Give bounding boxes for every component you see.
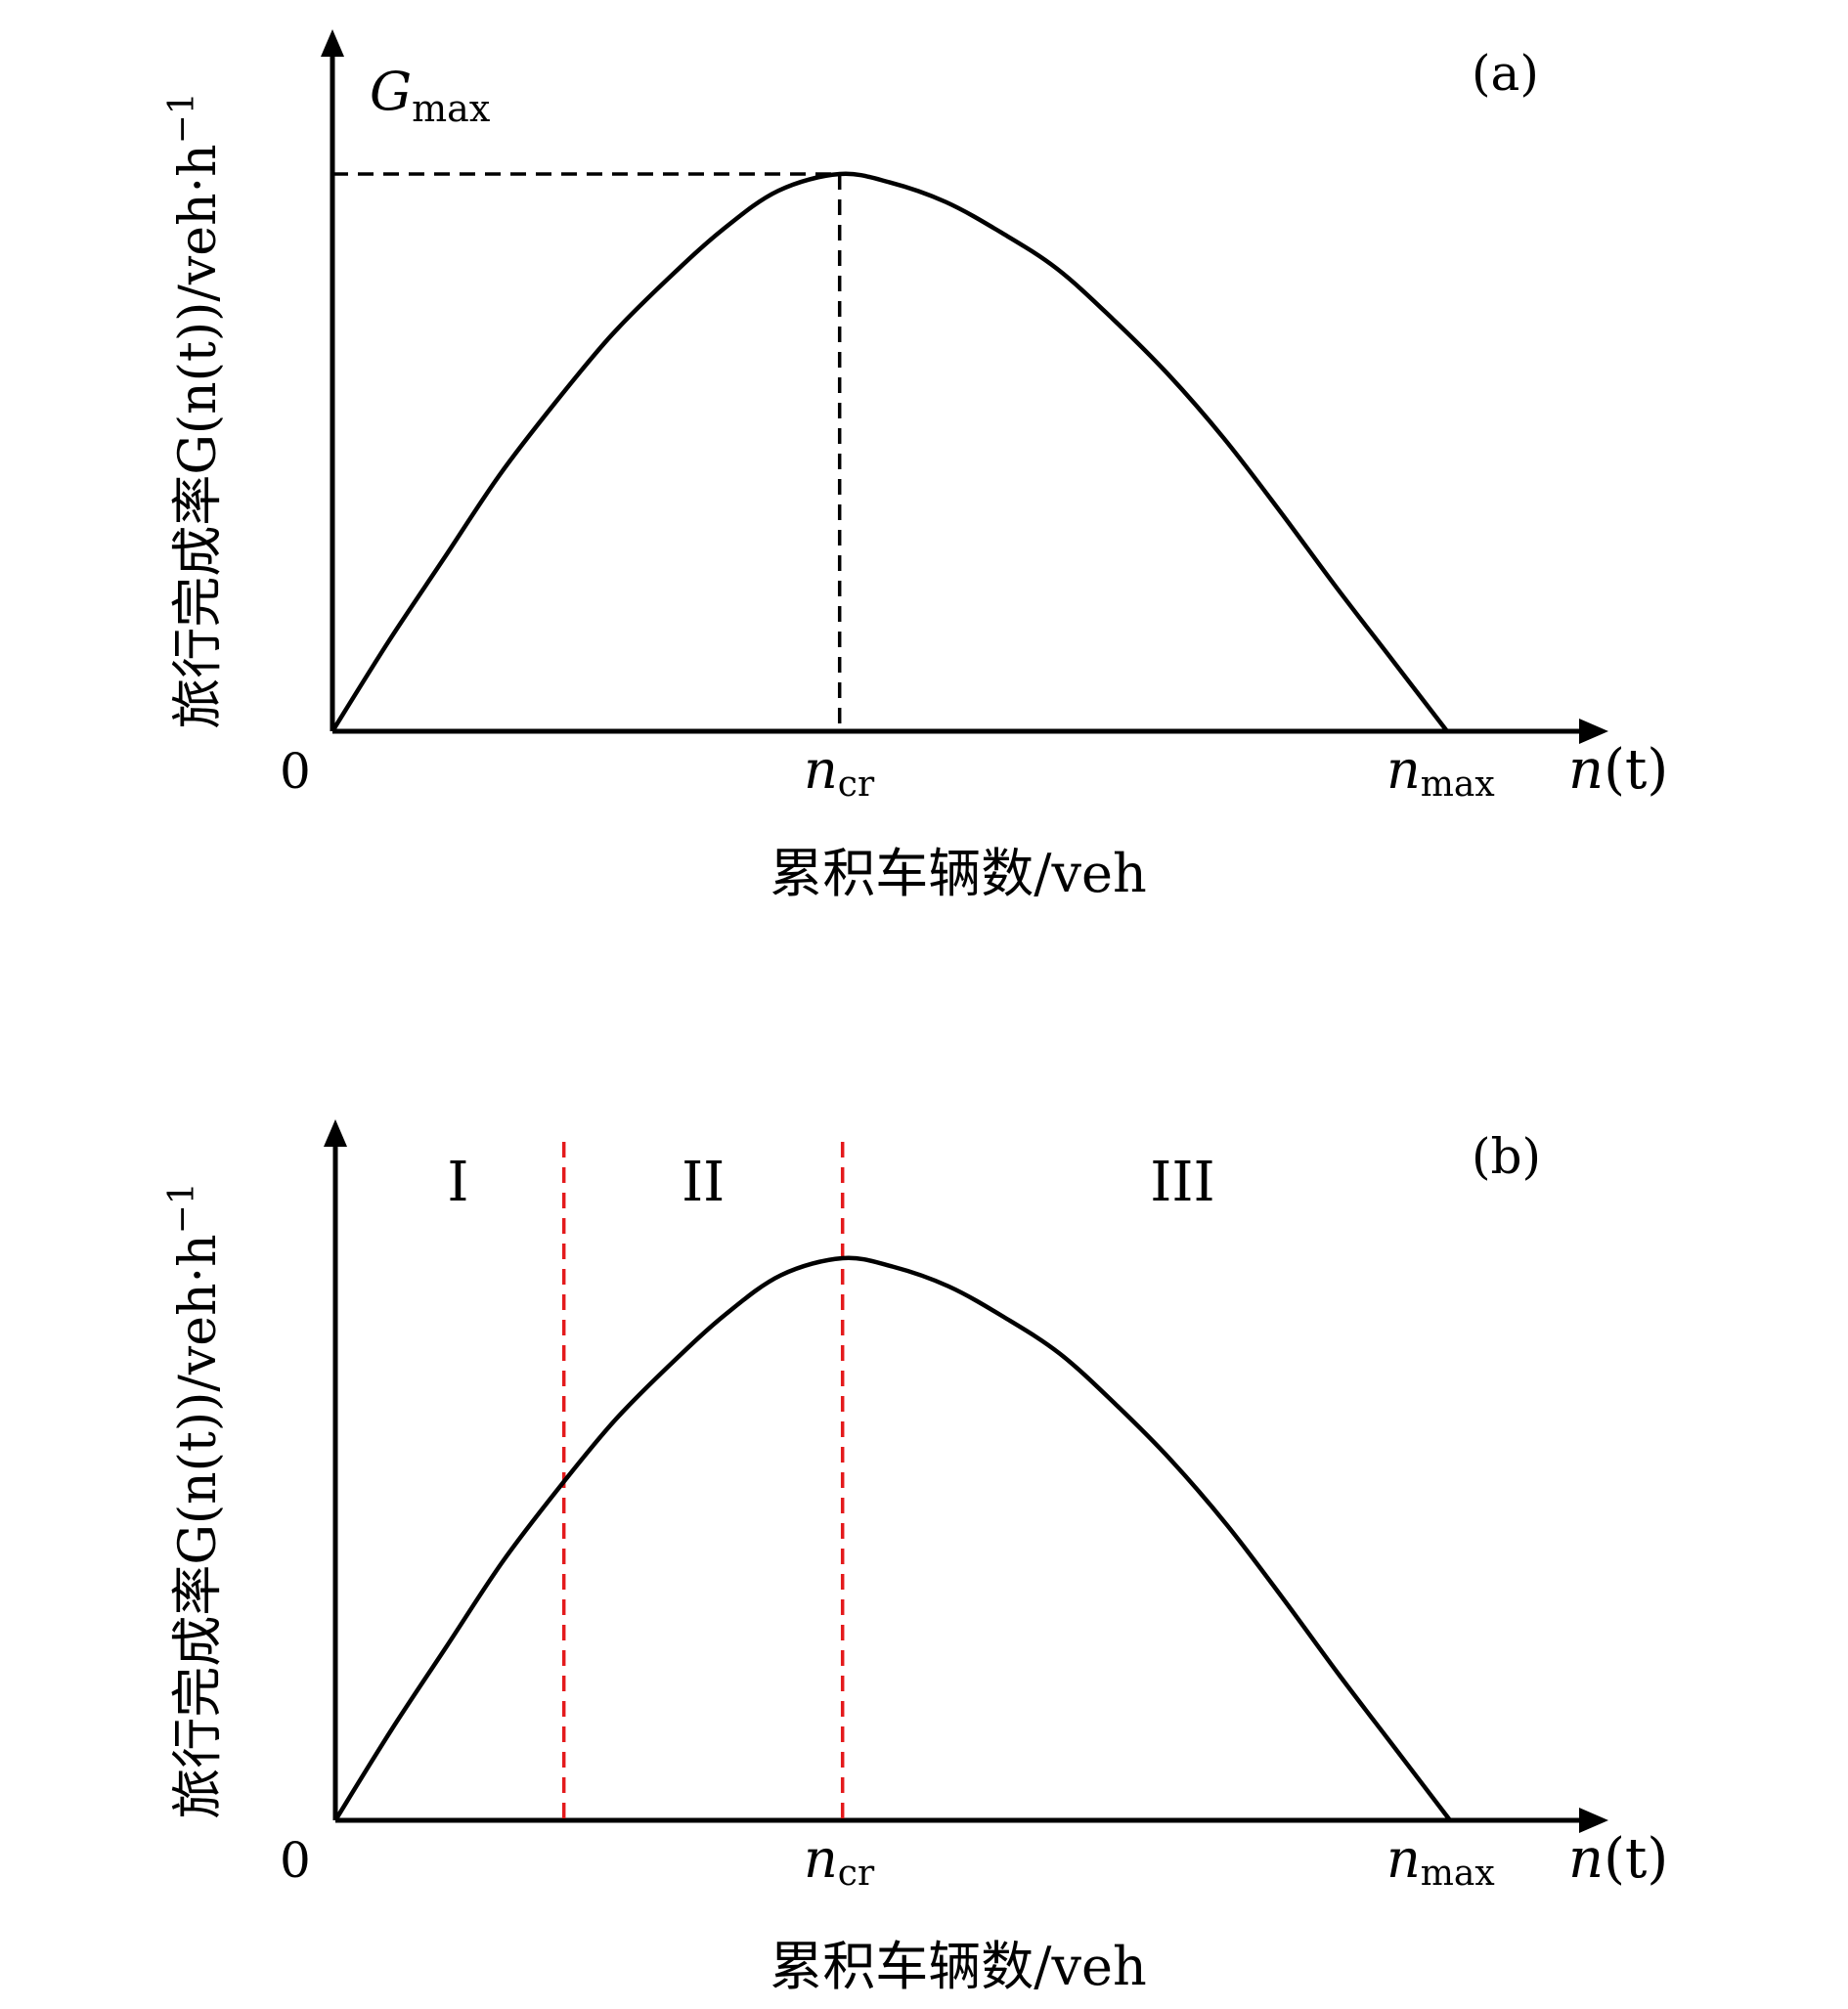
panel-a-tick-ncr: ncr <box>804 739 875 805</box>
panel-b-y-label-group: 旅行完成率G(n(t))/veh·h−1 <box>162 1182 228 1818</box>
panel-a-x-axis-arrow <box>1579 719 1608 744</box>
panel-b-label: (b) <box>1472 1128 1541 1185</box>
panel-b-region-0: I <box>447 1151 468 1214</box>
panel-a-origin-label: 0 <box>280 743 311 800</box>
panel-b-x-axis-symbol: n(t) <box>1568 1827 1668 1891</box>
panel-b-x-label: 累积车辆数/veh <box>770 1936 1146 1997</box>
panel-b-origin-label: 0 <box>280 1832 311 1889</box>
panel-b-x-axis-arrow <box>1579 1808 1608 1833</box>
panel-b-regions: I II III <box>447 1151 1214 1214</box>
panel-b-curve <box>333 1255 1452 1822</box>
panel-a: (a) Gmax 0 ncr nmax n(t) 累积车辆数/veh 旅行完成率… <box>162 29 1668 904</box>
panel-a-x-axis-symbol: n(t) <box>1568 738 1668 802</box>
panel-a-y-label-group: 旅行完成率G(n(t))/veh·h−1 <box>162 92 228 728</box>
panel-b-region-1: II <box>682 1151 725 1214</box>
panel-a-tick-nmax: nmax <box>1386 739 1495 805</box>
panel-b-tick-nmax: nmax <box>1386 1828 1495 1894</box>
panel-b-y-label: 旅行完成率G(n(t))/veh·h−1 <box>162 1182 228 1818</box>
panel-a-x-label: 累积车辆数/veh <box>770 843 1146 904</box>
panel-a-label: (a) <box>1472 45 1539 102</box>
panel-b: I II III (b) 0 ncr nmax n(t) 累积车辆数/veh 旅行完… <box>162 1119 1668 1997</box>
panel-b-region-2: III <box>1150 1151 1214 1214</box>
panel-a-y-label: 旅行完成率G(n(t))/veh·h−1 <box>162 92 228 728</box>
panel-a-y-axis-arrow <box>321 29 344 57</box>
panel-b-tick-ncr: ncr <box>804 1828 875 1894</box>
panel-a-curve <box>330 171 1449 733</box>
panel-a-peak-label: Gmax <box>370 61 490 130</box>
panel-b-y-axis-arrow <box>324 1119 347 1147</box>
